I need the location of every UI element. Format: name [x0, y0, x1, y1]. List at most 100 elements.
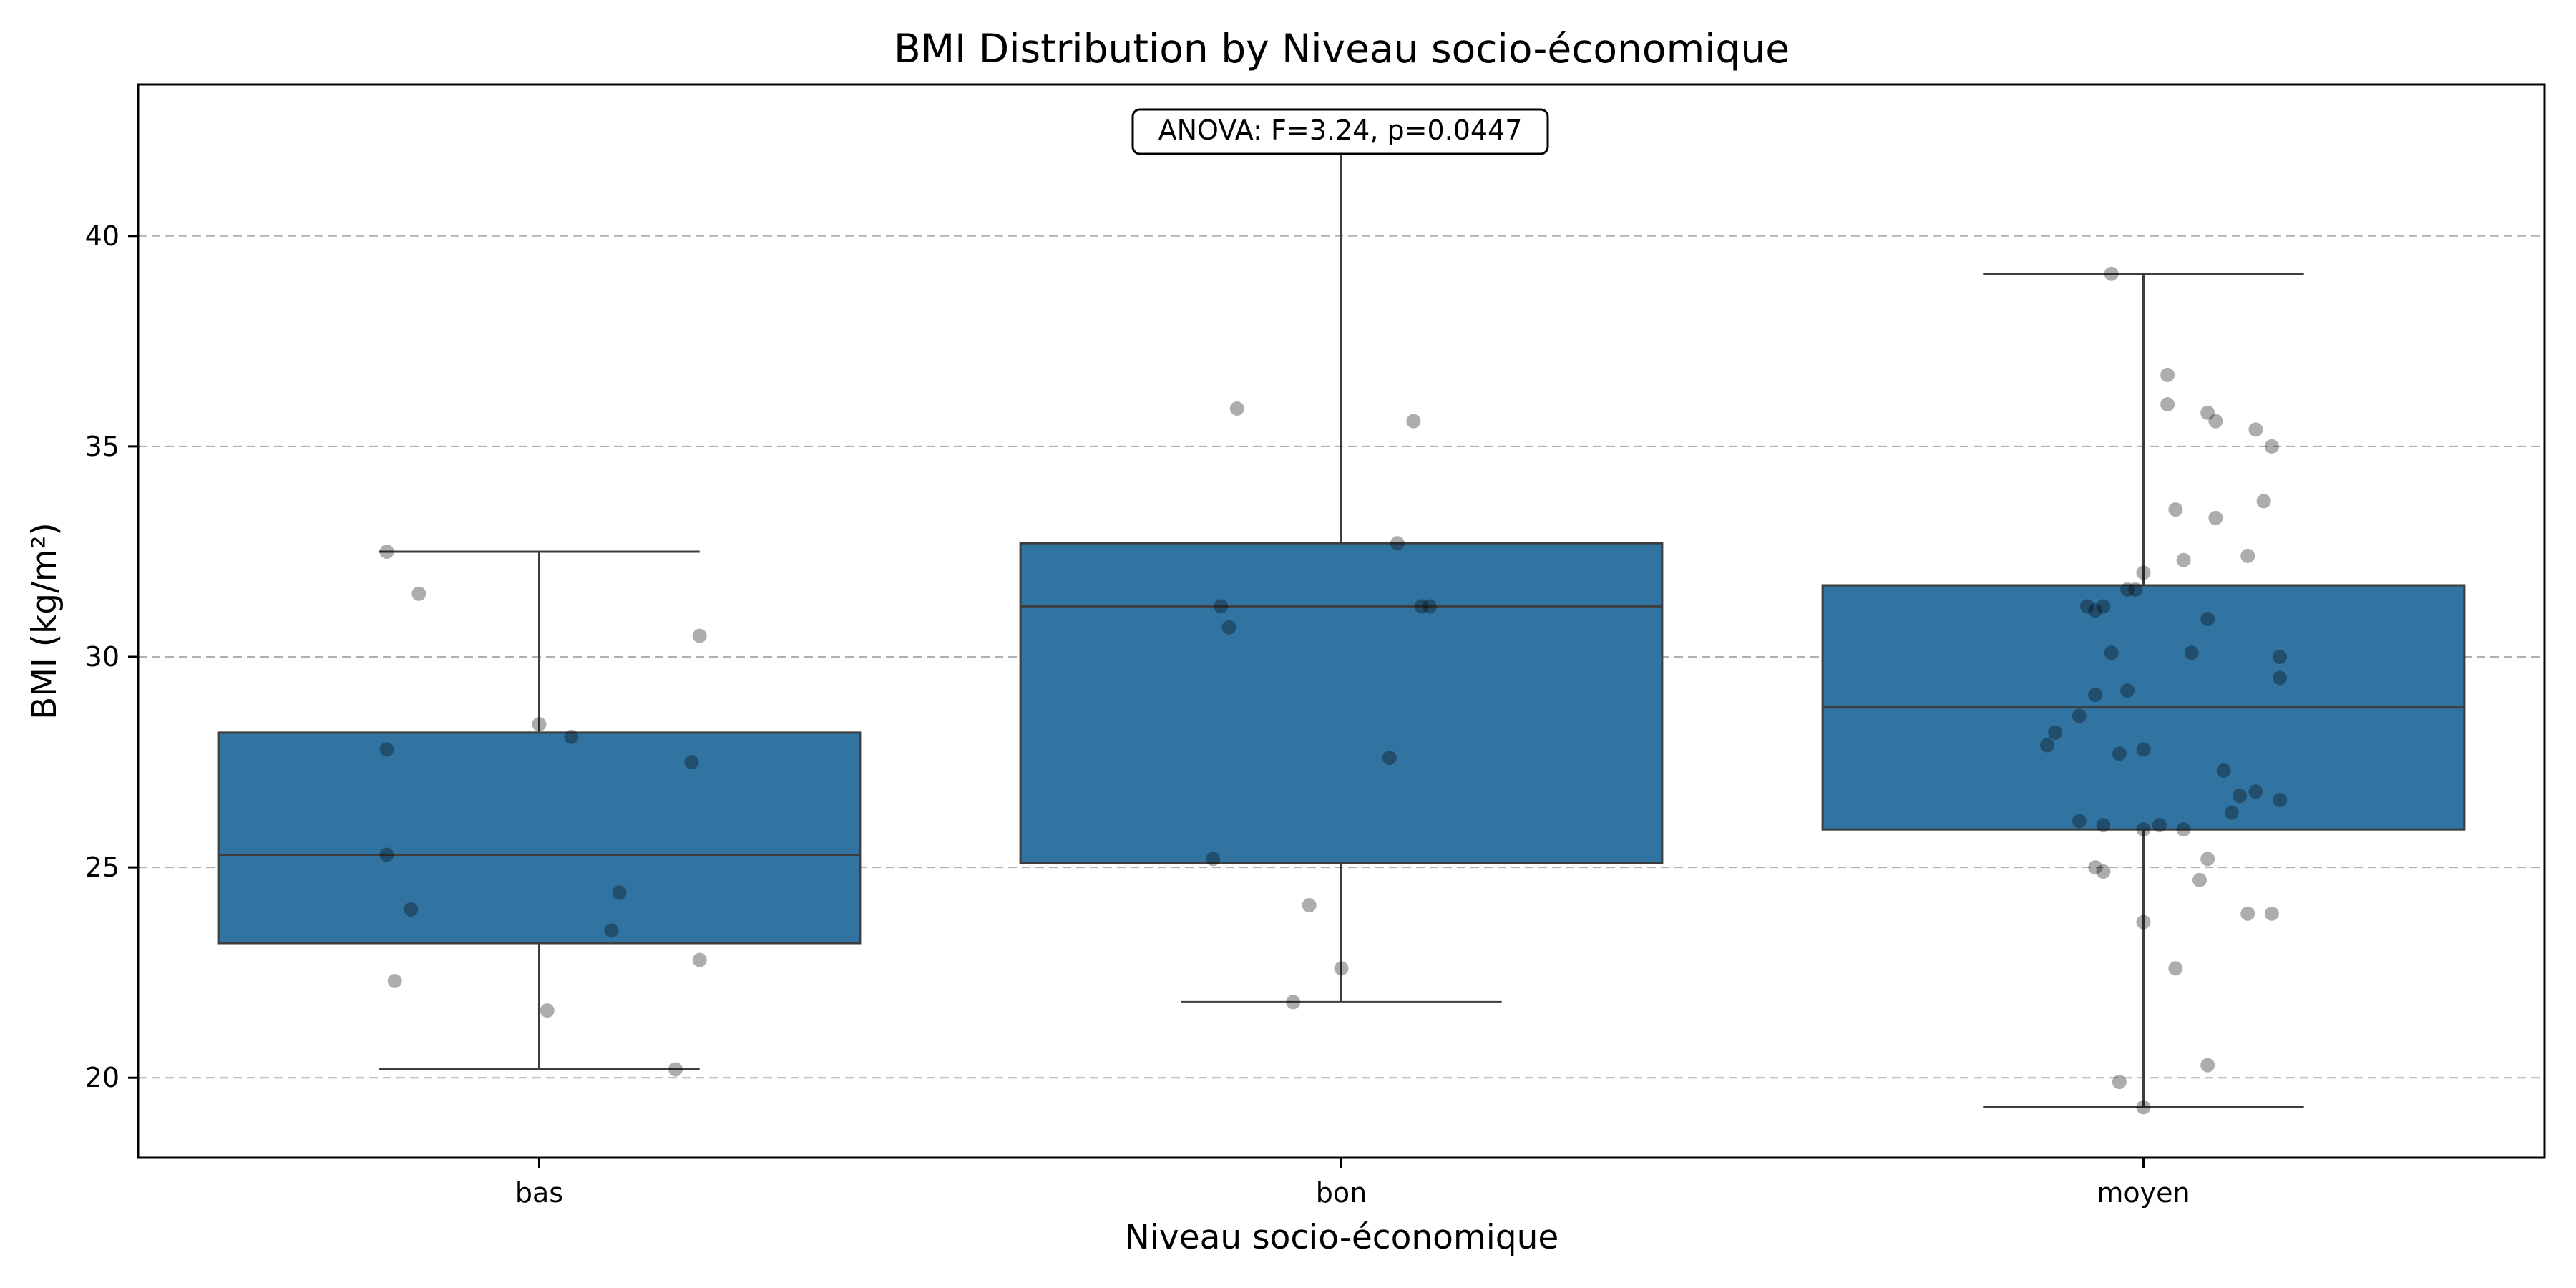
- data-point-bas: [532, 717, 547, 732]
- data-point-bas: [692, 628, 707, 643]
- data-point-moyen: [2096, 864, 2111, 879]
- data-point-moyen: [2208, 510, 2223, 525]
- iqr-box-bon: [1019, 542, 1664, 864]
- data-point-moyen: [2200, 405, 2215, 420]
- data-point-moyen: [2208, 414, 2223, 429]
- data-point-moyen: [2152, 818, 2167, 833]
- data-point-moyen: [2136, 742, 2151, 757]
- data-point-moyen: [2224, 805, 2239, 820]
- data-point-moyen: [2273, 793, 2288, 807]
- data-point-moyen: [2112, 1075, 2127, 1090]
- data-point-moyen: [2200, 612, 2215, 627]
- data-point-bas: [540, 1003, 555, 1018]
- data-point-bas: [612, 885, 627, 900]
- iqr-box-bas: [217, 731, 862, 945]
- data-point-moyen: [2176, 552, 2191, 567]
- x-tick-label-moyen: moyen: [2097, 1177, 2190, 1209]
- jitter-points: [379, 266, 2288, 1115]
- data-point-bon: [1334, 961, 1349, 976]
- data-point-moyen: [2136, 822, 2151, 837]
- y-tick-label-25: 25: [85, 852, 119, 883]
- data-point-moyen: [2216, 763, 2231, 778]
- annotation-text: ANOVA: F=3.24, p=0.0447: [1158, 114, 1523, 146]
- data-point-moyen: [2072, 814, 2087, 829]
- y-axis-label: BMI (kg/m²): [25, 522, 64, 720]
- data-point-moyen: [2273, 650, 2288, 664]
- data-point-moyen: [2200, 1058, 2215, 1073]
- x-tick-label-bon: bon: [1316, 1177, 1367, 1209]
- data-point-bon: [1229, 401, 1244, 416]
- data-point-bas: [379, 847, 394, 862]
- data-point-moyen: [2160, 367, 2175, 382]
- data-point-moyen: [2039, 738, 2054, 753]
- data-point-moyen: [2273, 670, 2288, 686]
- data-point-bas: [564, 729, 579, 744]
- box-moyen: [1821, 273, 2466, 1108]
- box-plots: [217, 137, 2466, 1108]
- y-tick-label-20: 20: [85, 1062, 119, 1093]
- box-bon: [1019, 137, 1664, 1003]
- data-point-bon: [1382, 751, 1397, 766]
- data-point-moyen: [2104, 645, 2119, 660]
- data-point-moyen: [2120, 683, 2135, 698]
- data-point-moyen: [2128, 582, 2143, 597]
- chart-title: BMI Distribution by Niveau socio-économi…: [894, 26, 1790, 72]
- data-point-bon: [1221, 620, 1236, 635]
- box-bas: [217, 550, 862, 1070]
- data-point-moyen: [2160, 397, 2175, 412]
- data-point-moyen: [2240, 548, 2255, 563]
- data-point-bas: [692, 952, 707, 967]
- data-point-moyen: [2233, 789, 2248, 804]
- data-point-moyen: [2168, 961, 2183, 976]
- data-point-bas: [411, 586, 426, 601]
- data-point-bas: [684, 755, 699, 770]
- data-point-moyen: [2104, 266, 2119, 281]
- data-point-moyen: [2184, 645, 2199, 660]
- data-point-bas: [379, 544, 394, 559]
- data-point-bas: [668, 1062, 683, 1077]
- data-point-moyen: [2120, 582, 2135, 597]
- data-point-bon: [1214, 599, 1229, 614]
- data-point-moyen: [2176, 822, 2191, 837]
- data-point-moyen: [2264, 439, 2279, 454]
- anova-annotation: ANOVA: F=3.24, p=0.0447: [1131, 108, 1549, 155]
- data-point-moyen: [2240, 906, 2255, 921]
- data-point-moyen: [2112, 746, 2127, 761]
- y-tick-label-35: 35: [85, 431, 119, 462]
- data-point-moyen: [2096, 818, 2111, 833]
- data-point-moyen: [2248, 422, 2263, 437]
- data-point-bas: [379, 742, 394, 757]
- data-point-moyen: [2200, 852, 2215, 867]
- x-axis-label: Niveau socio-économique: [1125, 1218, 1559, 1257]
- x-axis-ticks: bas bon moyen: [515, 1158, 2190, 1209]
- data-point-moyen: [2088, 860, 2103, 875]
- data-point-moyen: [2136, 565, 2151, 580]
- data-point-bon: [1302, 898, 1317, 913]
- annotation-box: [1131, 108, 1549, 155]
- data-point-moyen: [2088, 603, 2103, 618]
- data-point-moyen: [2048, 725, 2063, 740]
- data-point-moyen: [2088, 687, 2103, 702]
- data-point-moyen: [2136, 914, 2151, 930]
- data-point-bas: [387, 973, 402, 988]
- data-point-bon: [1286, 995, 1301, 1010]
- data-point-moyen: [2264, 906, 2279, 921]
- data-point-moyen: [2248, 784, 2263, 799]
- data-point-moyen: [2136, 1100, 2151, 1115]
- x-tick-label-bas: bas: [515, 1177, 563, 1209]
- data-point-moyen: [2096, 599, 2111, 614]
- data-point-moyen: [2168, 502, 2183, 517]
- y-tick-label-40: 40: [85, 220, 119, 252]
- data-point-moyen: [2072, 708, 2087, 723]
- y-tick-label-30: 30: [85, 641, 119, 673]
- data-point-moyen: [2192, 872, 2207, 887]
- data-point-moyen: [2080, 599, 2095, 614]
- data-point-bon: [1422, 599, 1437, 614]
- data-point-bas: [604, 923, 619, 938]
- data-point-bon: [1414, 599, 1429, 614]
- data-point-bas: [404, 902, 419, 917]
- data-point-moyen: [2256, 494, 2271, 509]
- data-point-bon: [1406, 414, 1421, 429]
- data-point-bon: [1206, 852, 1221, 867]
